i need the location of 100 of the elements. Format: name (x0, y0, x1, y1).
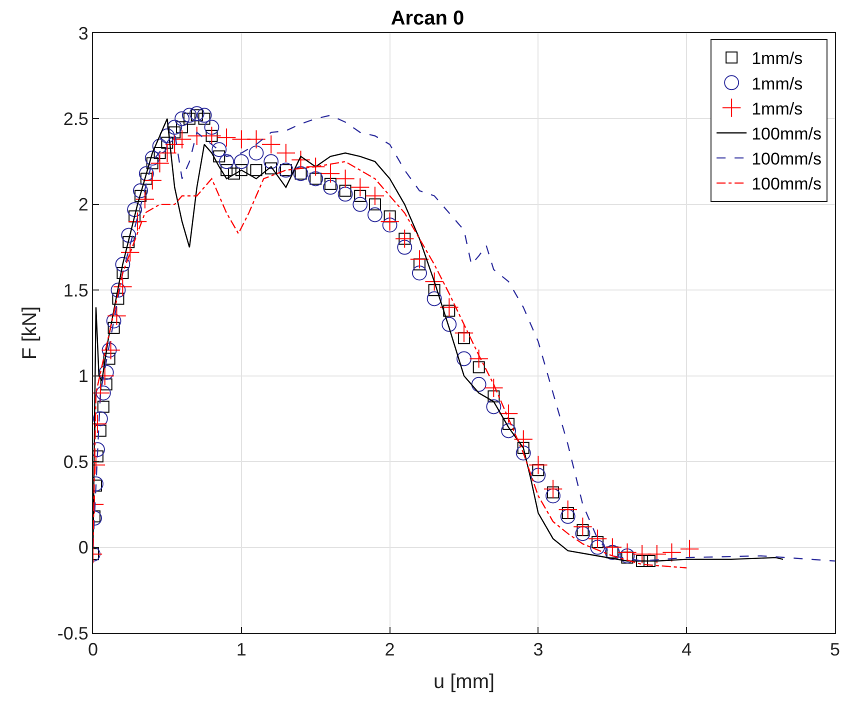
point (397, 240, 412, 255)
point (576, 524, 589, 536)
point (101, 340, 120, 360)
point (190, 109, 203, 122)
y-tick-label: -0.5 (57, 623, 88, 644)
point (573, 517, 592, 536)
point (558, 500, 578, 520)
point (380, 212, 400, 232)
point (543, 479, 563, 499)
point (365, 186, 385, 206)
point (120, 242, 140, 262)
y-tick-label: 0 (78, 538, 88, 558)
point (547, 486, 560, 498)
point (176, 121, 188, 134)
point (680, 539, 700, 559)
point (142, 170, 162, 190)
point (183, 112, 196, 125)
point (134, 190, 146, 202)
point (636, 555, 648, 567)
point (426, 291, 442, 306)
x-axis-title: u [mm] (433, 671, 495, 694)
point (196, 108, 212, 123)
point (165, 134, 184, 154)
legend-label: 1mm/s (752, 99, 803, 118)
point (410, 250, 430, 269)
legend-label: 1mm/s (752, 49, 803, 68)
point (324, 178, 336, 190)
legend-label: 100mm/s (752, 174, 822, 194)
point (516, 446, 531, 460)
point (160, 128, 175, 144)
x-tick-label: 3 (533, 640, 544, 660)
point (107, 306, 126, 326)
point (442, 316, 457, 332)
point (219, 154, 234, 170)
point (339, 184, 352, 197)
point (484, 378, 504, 398)
point (384, 210, 396, 222)
point (204, 120, 220, 135)
y-tick-label: 2.5 (63, 109, 88, 130)
point (161, 136, 174, 149)
point (100, 378, 112, 390)
point (528, 455, 548, 475)
point (428, 284, 440, 296)
point (135, 190, 155, 209)
x-tick-label: 2 (384, 640, 395, 660)
point (216, 128, 236, 148)
point (336, 169, 355, 188)
point (488, 390, 500, 402)
point (128, 212, 148, 232)
point (261, 134, 281, 154)
point (213, 150, 226, 162)
point (621, 552, 634, 564)
y-axis-title: F [kN] (18, 306, 41, 360)
point (198, 112, 210, 125)
point (291, 150, 310, 170)
point (189, 106, 204, 122)
point (220, 164, 233, 176)
y-tick-label: 1 (78, 366, 88, 386)
point (469, 349, 488, 368)
point (276, 143, 296, 163)
point (140, 172, 152, 185)
point (108, 322, 120, 334)
point (498, 404, 518, 424)
point (121, 228, 136, 243)
point (122, 236, 135, 248)
point (424, 272, 444, 292)
point (602, 538, 622, 557)
point (382, 218, 398, 232)
x-tick-label: 4 (682, 640, 692, 660)
point (167, 120, 182, 135)
point (234, 154, 249, 170)
point (98, 364, 114, 380)
point (367, 207, 382, 222)
point (471, 376, 486, 392)
chart-title: Arcan 0 (390, 8, 464, 30)
x-tick-label: 5 (830, 640, 840, 660)
point (502, 418, 515, 430)
point (354, 190, 366, 202)
point (246, 130, 266, 149)
point (501, 423, 516, 438)
point (588, 529, 608, 548)
point (454, 323, 474, 343)
point (472, 361, 485, 374)
point (264, 154, 279, 170)
point (146, 157, 158, 170)
point (530, 468, 546, 483)
point (182, 108, 197, 123)
point (620, 548, 635, 564)
point (206, 130, 218, 142)
point (158, 143, 177, 163)
point (350, 178, 370, 197)
legend-label: 100mm/s (752, 150, 822, 169)
point (265, 162, 278, 174)
point (575, 526, 590, 542)
x-tick-label: 1 (236, 640, 246, 660)
point (102, 342, 117, 358)
point (128, 210, 141, 222)
point (395, 229, 414, 248)
point (443, 304, 456, 317)
point (202, 126, 222, 146)
